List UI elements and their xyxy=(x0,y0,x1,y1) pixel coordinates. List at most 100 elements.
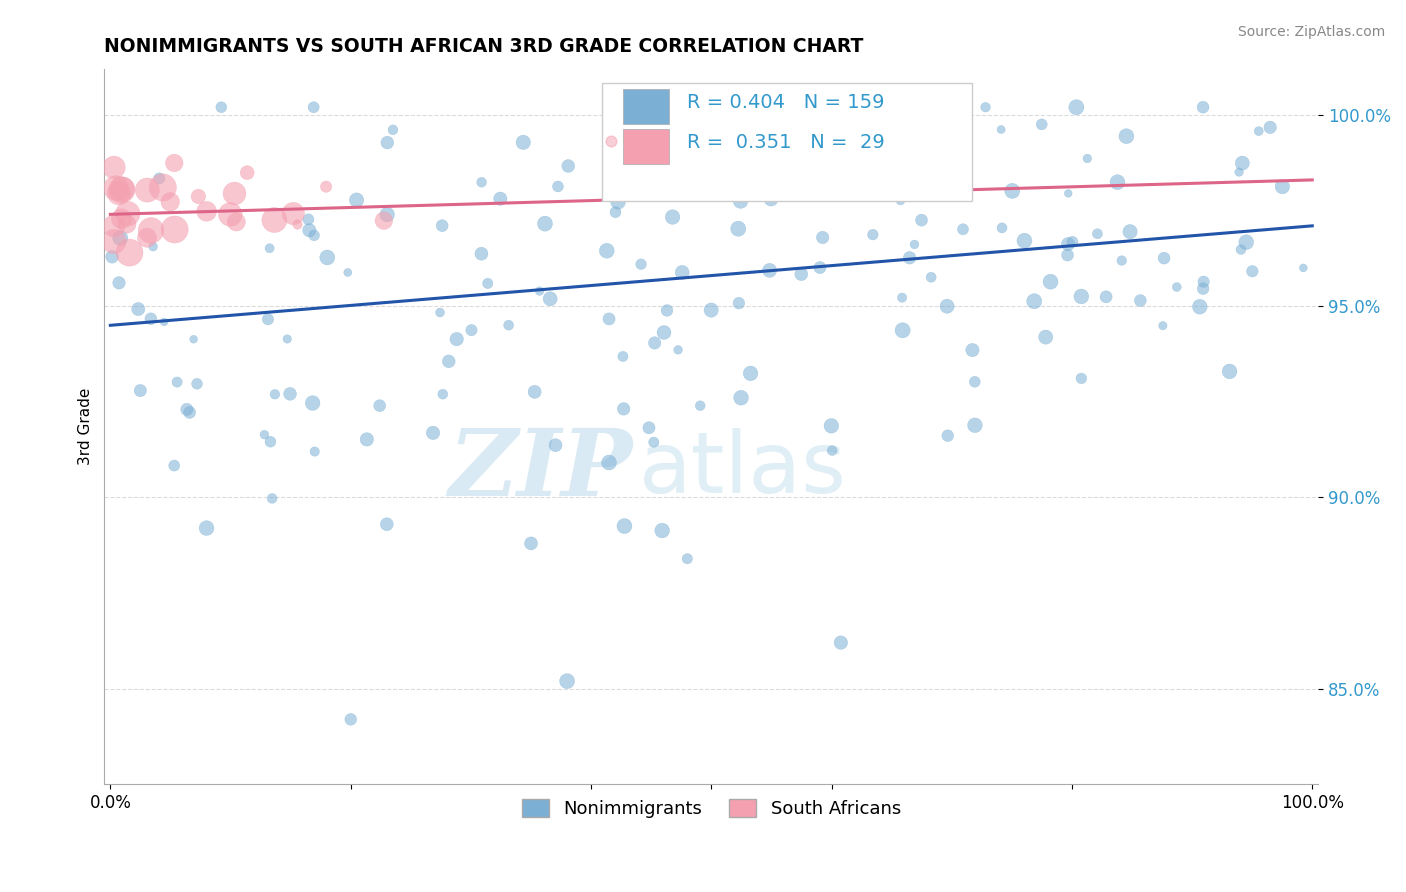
Point xyxy=(1014,234,1036,248)
Point xyxy=(302,100,325,114)
Point xyxy=(1192,282,1215,296)
Point xyxy=(139,311,162,326)
Point xyxy=(1241,264,1264,278)
Point xyxy=(1070,371,1092,385)
Point xyxy=(596,244,619,258)
Point xyxy=(101,250,124,264)
Point xyxy=(915,100,938,114)
Point xyxy=(638,421,661,435)
Point xyxy=(477,277,499,291)
Point xyxy=(808,260,831,275)
Point xyxy=(139,223,162,237)
Point xyxy=(176,402,198,417)
Point xyxy=(219,207,242,221)
Point xyxy=(862,227,884,242)
FancyBboxPatch shape xyxy=(623,128,669,164)
Point xyxy=(683,175,706,189)
Text: atlas: atlas xyxy=(638,428,846,511)
Point xyxy=(1119,225,1142,239)
Point xyxy=(1070,289,1092,303)
Point xyxy=(432,387,454,401)
Point xyxy=(962,343,984,357)
Point xyxy=(142,239,165,253)
Point xyxy=(974,100,997,114)
Point xyxy=(136,230,159,244)
Legend: Nonimmigrants, South Africans: Nonimmigrants, South Africans xyxy=(515,792,908,825)
Point xyxy=(758,263,780,277)
Point xyxy=(547,179,569,194)
Point xyxy=(673,133,696,147)
Point xyxy=(287,218,309,232)
Point xyxy=(600,494,623,508)
Point xyxy=(129,384,152,398)
Point xyxy=(1024,294,1046,309)
Point xyxy=(613,401,636,416)
Point xyxy=(316,251,339,265)
Point xyxy=(936,428,959,442)
Point xyxy=(1056,248,1078,262)
Point xyxy=(1247,124,1270,138)
Point xyxy=(644,335,666,350)
Point xyxy=(195,204,218,219)
Point xyxy=(1219,364,1241,378)
Point xyxy=(1271,179,1294,194)
Point xyxy=(689,399,711,413)
Point xyxy=(262,491,284,506)
Point xyxy=(429,305,451,319)
Point xyxy=(1066,100,1088,114)
Point xyxy=(630,257,652,271)
Point xyxy=(460,323,482,337)
Point xyxy=(605,205,627,219)
Point xyxy=(730,194,752,208)
Point xyxy=(676,551,699,566)
Point xyxy=(661,210,683,224)
Point xyxy=(209,100,232,114)
Point xyxy=(422,425,444,440)
Point xyxy=(127,302,149,317)
Point xyxy=(498,318,520,333)
Point xyxy=(103,219,125,233)
Text: R = 0.404   N = 159: R = 0.404 N = 159 xyxy=(688,93,884,112)
Point xyxy=(375,517,398,532)
Point xyxy=(253,427,276,442)
Point xyxy=(108,276,131,290)
Point xyxy=(110,211,132,226)
Text: NONIMMIGRANTS VS SOUTH AFRICAN 3RD GRADE CORRELATION CHART: NONIMMIGRANTS VS SOUTH AFRICAN 3RD GRADE… xyxy=(104,37,863,56)
Point xyxy=(830,635,852,649)
Point xyxy=(821,443,844,458)
Point xyxy=(671,265,693,279)
Point xyxy=(470,246,492,260)
Point xyxy=(889,194,911,208)
Point xyxy=(1115,129,1137,144)
Point xyxy=(700,303,723,318)
Point xyxy=(613,519,636,533)
Point xyxy=(898,251,921,265)
Point xyxy=(356,433,378,447)
Point xyxy=(1062,235,1084,249)
Point xyxy=(117,207,139,221)
Point xyxy=(471,175,494,189)
Point xyxy=(446,332,468,346)
Point xyxy=(163,222,186,236)
Point xyxy=(643,435,665,450)
Point xyxy=(1232,156,1254,170)
Point xyxy=(963,375,986,389)
Point xyxy=(368,399,391,413)
Point xyxy=(430,219,453,233)
Point xyxy=(652,326,675,340)
Point xyxy=(1057,237,1080,252)
Point xyxy=(1129,293,1152,308)
Point xyxy=(489,192,512,206)
Point xyxy=(163,156,186,170)
Point xyxy=(346,193,368,207)
Point xyxy=(297,212,319,227)
Point xyxy=(437,354,460,368)
Point xyxy=(136,183,159,197)
Point xyxy=(727,221,749,235)
Point xyxy=(263,213,285,227)
Point xyxy=(963,418,986,433)
Point xyxy=(236,166,259,180)
Point xyxy=(666,343,689,357)
Text: ZIP: ZIP xyxy=(449,425,633,515)
Point xyxy=(1230,243,1253,257)
